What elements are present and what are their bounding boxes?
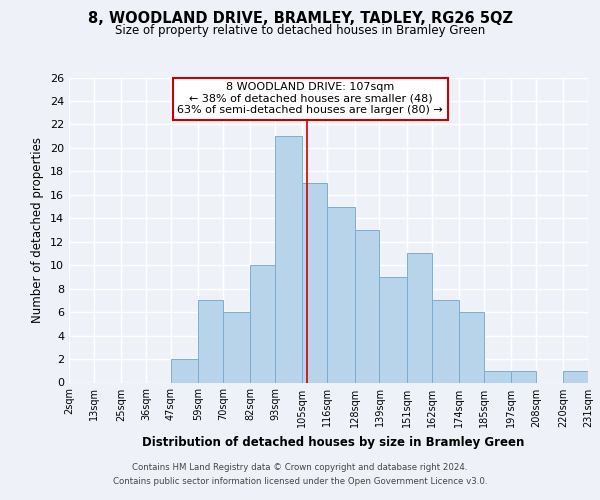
Bar [407, 254, 431, 382]
Bar [379, 277, 407, 382]
Bar [563, 371, 588, 382]
Bar [355, 230, 379, 382]
Bar [431, 300, 459, 382]
Bar [171, 359, 198, 382]
Bar [275, 136, 302, 382]
Text: 8, WOODLAND DRIVE, BRAMLEY, TADLEY, RG26 5QZ: 8, WOODLAND DRIVE, BRAMLEY, TADLEY, RG26… [88, 11, 512, 26]
Bar [484, 371, 511, 382]
Bar [250, 265, 275, 382]
Bar [198, 300, 223, 382]
Bar [223, 312, 250, 382]
Y-axis label: Number of detached properties: Number of detached properties [31, 137, 44, 323]
Bar [302, 183, 328, 382]
Bar [511, 371, 536, 382]
Text: Contains public sector information licensed under the Open Government Licence v3: Contains public sector information licen… [113, 477, 487, 486]
Text: Distribution of detached houses by size in Bramley Green: Distribution of detached houses by size … [142, 436, 524, 449]
Bar [328, 206, 355, 382]
Text: Size of property relative to detached houses in Bramley Green: Size of property relative to detached ho… [115, 24, 485, 37]
Text: 8 WOODLAND DRIVE: 107sqm
← 38% of detached houses are smaller (48)
63% of semi-d: 8 WOODLAND DRIVE: 107sqm ← 38% of detach… [178, 82, 443, 116]
Bar [459, 312, 484, 382]
Text: Contains HM Land Registry data © Crown copyright and database right 2024.: Contains HM Land Registry data © Crown c… [132, 464, 468, 472]
